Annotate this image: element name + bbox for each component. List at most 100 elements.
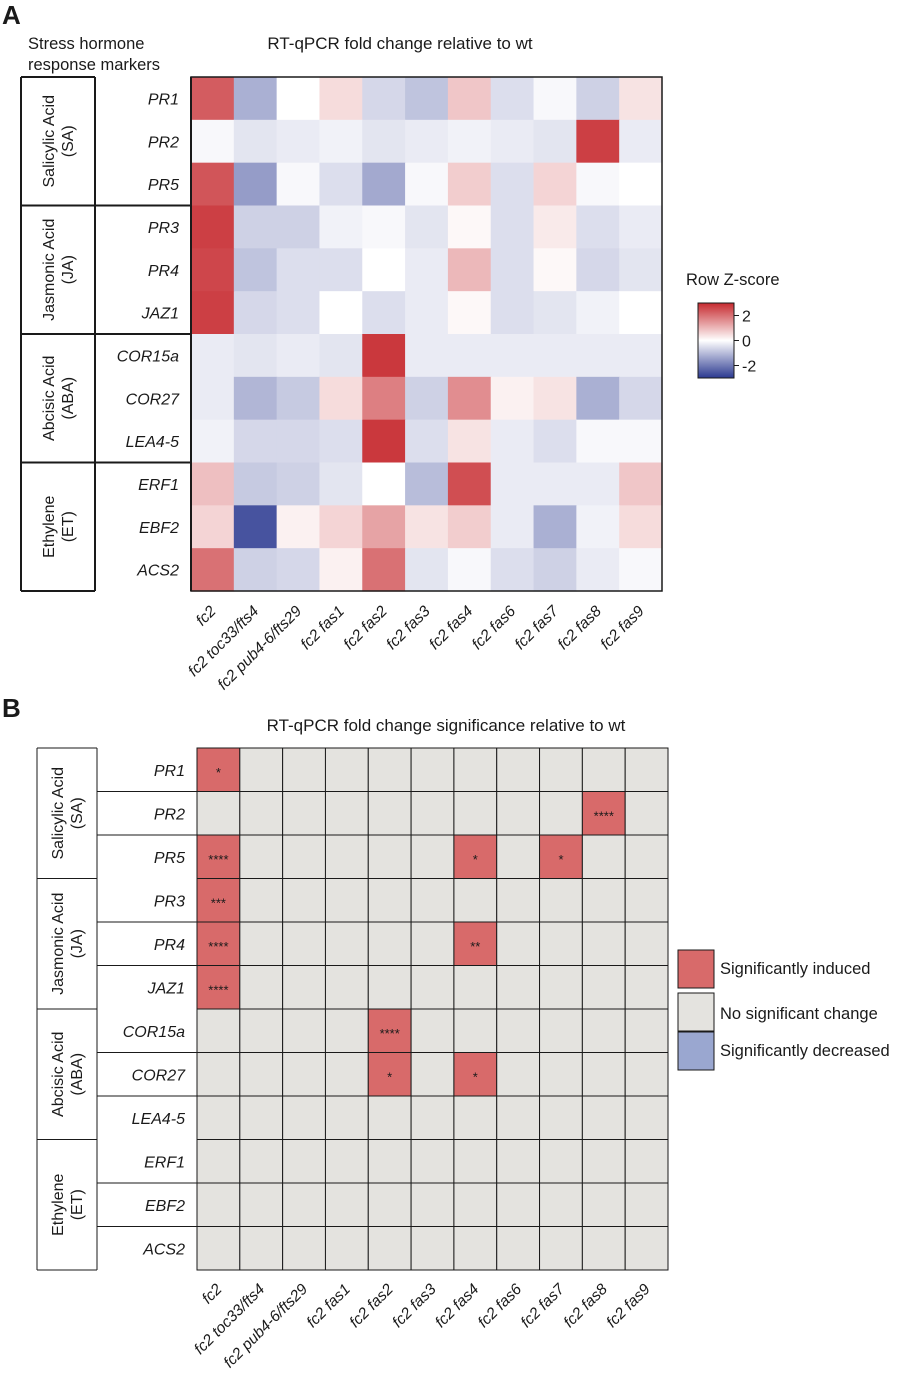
heatmap-cell-lea4-5-fc2-fas8 <box>576 419 620 464</box>
heatmap-cell-cor27-fc2-pub4-6-fts29 <box>276 376 321 421</box>
heatmap-cell-pr4-fc2-fas7 <box>533 248 577 292</box>
heatmap-cell-ebf2-fc2-fas8 <box>576 505 620 549</box>
row-label-acs2: ACS2 <box>136 563 179 580</box>
heatmap-cell-jaz1-fc2-fas2 <box>362 291 406 335</box>
heatmap-cell-pr5-fc2-fas2 <box>362 162 406 207</box>
heatmap-cell-cor27-fc2 <box>191 376 235 421</box>
group-label-line1: Jasmonic Acid <box>41 219 58 321</box>
significance-cell-pr3-fc2-fas7 <box>539 878 583 923</box>
significance-cell-cor15a-fc2-fas9 <box>624 1008 669 1053</box>
heatmap-cell-pr4-fc2-fas4 <box>447 248 492 292</box>
significance-stars-pr1-fc2: * <box>216 765 221 780</box>
significance-cell-pr5-fc2-fas8 <box>581 834 626 879</box>
significance-stars-jaz1-fc2: **** <box>208 982 228 997</box>
heatmap-cell-ebf2-fc2-fas9 <box>619 505 663 549</box>
significance-stars-pr5-fc2: **** <box>208 852 228 867</box>
heatmap-cell-pr5-fc2-fas3 <box>405 162 449 207</box>
heatmap-cell-lea4-5-fc2-toc33-fts4 <box>233 419 278 464</box>
heatmap-cell-cor27-fc2-fas6 <box>490 376 535 421</box>
row-label-erf1: ERF1 <box>138 477 179 494</box>
heatmap-cell-pr2-fc2-fas8 <box>576 119 620 164</box>
heatmap-cell-cor15a-fc2-fas6 <box>490 334 535 378</box>
significance-cell-lea4-5-fc2-fas4 <box>453 1095 498 1140</box>
significance-cell-acs2-fc2-fas4 <box>453 1226 498 1271</box>
row-label-lea4-5: LEA4-5 <box>132 1111 185 1128</box>
significance-cell-pr4-fc2-fas2 <box>367 921 412 966</box>
heatmap-cell-lea4-5-fc2-pub4-6-fts29 <box>276 419 321 464</box>
heatmap-cell-pr4-fc2-fas6 <box>490 248 535 292</box>
heatmap-cell-jaz1-fc2-fas6 <box>490 291 535 335</box>
heatmap-cell-acs2-fc2-fas9 <box>619 548 663 592</box>
significance-cell-pr1-fc2-fas8 <box>581 747 626 792</box>
significance-cell-lea4-5-fc2-fas9 <box>624 1095 669 1140</box>
heatmap-cell-pr2-fc2-fas1 <box>319 119 363 164</box>
significance-cell-pr4-fc2-fas9 <box>624 921 669 966</box>
significance-cell-pr2-fc2 <box>196 791 241 836</box>
heatmap-cell-acs2-fc2-fas4 <box>447 548 492 592</box>
heatmap-cell-pr4-fc2-toc33-fts4 <box>233 248 278 292</box>
significance-cell-erf1-fc2-fas6 <box>496 1139 541 1184</box>
significance-cell-pr3-fc2-toc33-fts4 <box>239 878 284 923</box>
significance-cell-pr5-fc2-fas9 <box>624 834 669 879</box>
group-label-line1: Ethylene <box>41 496 58 558</box>
heatmap-row-labels: Salicylic Acid (SA) PR1 PR2 PR5 Jasmonic Acid… <box>20 76 192 592</box>
heatmap-cell-pr5-fc2-fas8 <box>576 162 620 207</box>
panel-b-title: RT-qPCR fold change significance relativ… <box>267 716 626 735</box>
row-label-pr1: PR1 <box>154 763 185 780</box>
heatmap-cell-cor27-fc2-fas3 <box>405 376 449 421</box>
significance-cell-cor15a-fc2-fas4 <box>453 1008 498 1053</box>
heatmap-cell-cor15a-fc2-fas1 <box>319 334 363 378</box>
heatmap-cell-ebf2-fc2-fas3 <box>405 505 449 549</box>
heatmap-cell-jaz1-fc2-fas1 <box>319 291 363 335</box>
row-label-pr2: PR2 <box>148 134 179 151</box>
colorbar-ticks: 2 0 -2 <box>734 309 756 376</box>
significance-cell-cor27-fc2-fas1 <box>324 1052 369 1097</box>
significance-cell-acs2-fc2-fas6 <box>496 1226 541 1271</box>
group-label-et: Ethylene (ET) <box>50 1174 86 1236</box>
significance-cell-cor15a-fc2-toc33-fts4 <box>239 1008 284 1053</box>
significance-cell-acs2-fc2-fas8 <box>581 1226 626 1271</box>
column-label-fc2: fc2 <box>199 1281 226 1308</box>
heatmap-cell-erf1-fc2-pub4-6-fts29 <box>276 462 321 506</box>
significance-cell-pr1-fc2-fas2 <box>367 747 412 792</box>
column-label-fc2-fas6: fc2 fas6 <box>469 603 520 654</box>
heatmap-cell-erf1-fc2-fas6 <box>490 462 535 506</box>
row-label-jaz1: JAZ1 <box>147 980 185 997</box>
significance-cell-pr1-fc2-fas3 <box>410 747 455 792</box>
heatmap-cell-erf1-fc2-fas3 <box>405 462 449 506</box>
significance-stars-pr5-fc2-fas4: * <box>473 852 478 867</box>
heatmap-cell-pr3-fc2-fas9 <box>619 205 663 249</box>
significance-stars-pr3-fc2: *** <box>211 895 226 910</box>
heatmap-cell-jaz1-fc2-toc33-fts4 <box>233 291 278 335</box>
significance-stars-pr2-fc2-fas8: **** <box>594 808 614 823</box>
column-label-fc2-fas7: fc2 fas7 <box>518 1280 569 1331</box>
column-label-fc2-fas4: fc2 fas4 <box>432 1281 483 1332</box>
legend-label-no-change: No significant change <box>720 1005 878 1023</box>
significance-cell-cor15a-fc2-fas8 <box>581 1008 626 1053</box>
heatmap-cell-pr5-fc2-fas1 <box>319 162 363 207</box>
heatmap-cell-cor27-fc2-fas4 <box>447 376 492 421</box>
significance-cell-acs2-fc2-fas3 <box>410 1226 455 1271</box>
significance-cell-acs2-fc2-pub4-6-fts29 <box>282 1226 326 1271</box>
significance-cell-erf1-fc2 <box>196 1139 241 1184</box>
colorbar <box>697 302 735 379</box>
significance-cell-pr2-fc2-fas9 <box>624 791 669 836</box>
heatmap-cell-jaz1-fc2-fas3 <box>405 291 449 335</box>
heatmap-cell-lea4-5-fc2-fas6 <box>490 419 535 464</box>
legend-label-induced: Significantly induced <box>720 960 870 978</box>
heatmap-cell-pr4-fc2-fas1 <box>319 248 363 292</box>
significance-cell-pr1-fc2-toc33-fts4 <box>239 747 284 792</box>
group-label-line2: (ET) <box>60 511 77 542</box>
heatmap-cell-cor15a-fc2-pub4-6-fts29 <box>276 334 321 378</box>
heatmap-cell-ebf2-fc2-fas6 <box>490 505 535 549</box>
significance-cell-pr3-fc2-fas1 <box>324 878 369 923</box>
heatmap-cell-lea4-5-fc2-fas9 <box>619 419 663 464</box>
significance-cell-pr5-fc2-pub4-6-fts29 <box>282 834 326 879</box>
significance-cell-pr5-fc2-fas3 <box>410 834 455 879</box>
row-label-pr4: PR4 <box>154 937 185 954</box>
column-label-fc2-fas2: fc2 fas2 <box>346 1281 397 1332</box>
heatmap-cell-pr2-fc2-fas2 <box>362 119 406 164</box>
heatmap-cell-ebf2-fc2-fas1 <box>319 505 363 549</box>
significance-cell-erf1-fc2-fas9 <box>624 1139 669 1184</box>
significance-cell-lea4-5-fc2-toc33-fts4 <box>239 1095 284 1140</box>
